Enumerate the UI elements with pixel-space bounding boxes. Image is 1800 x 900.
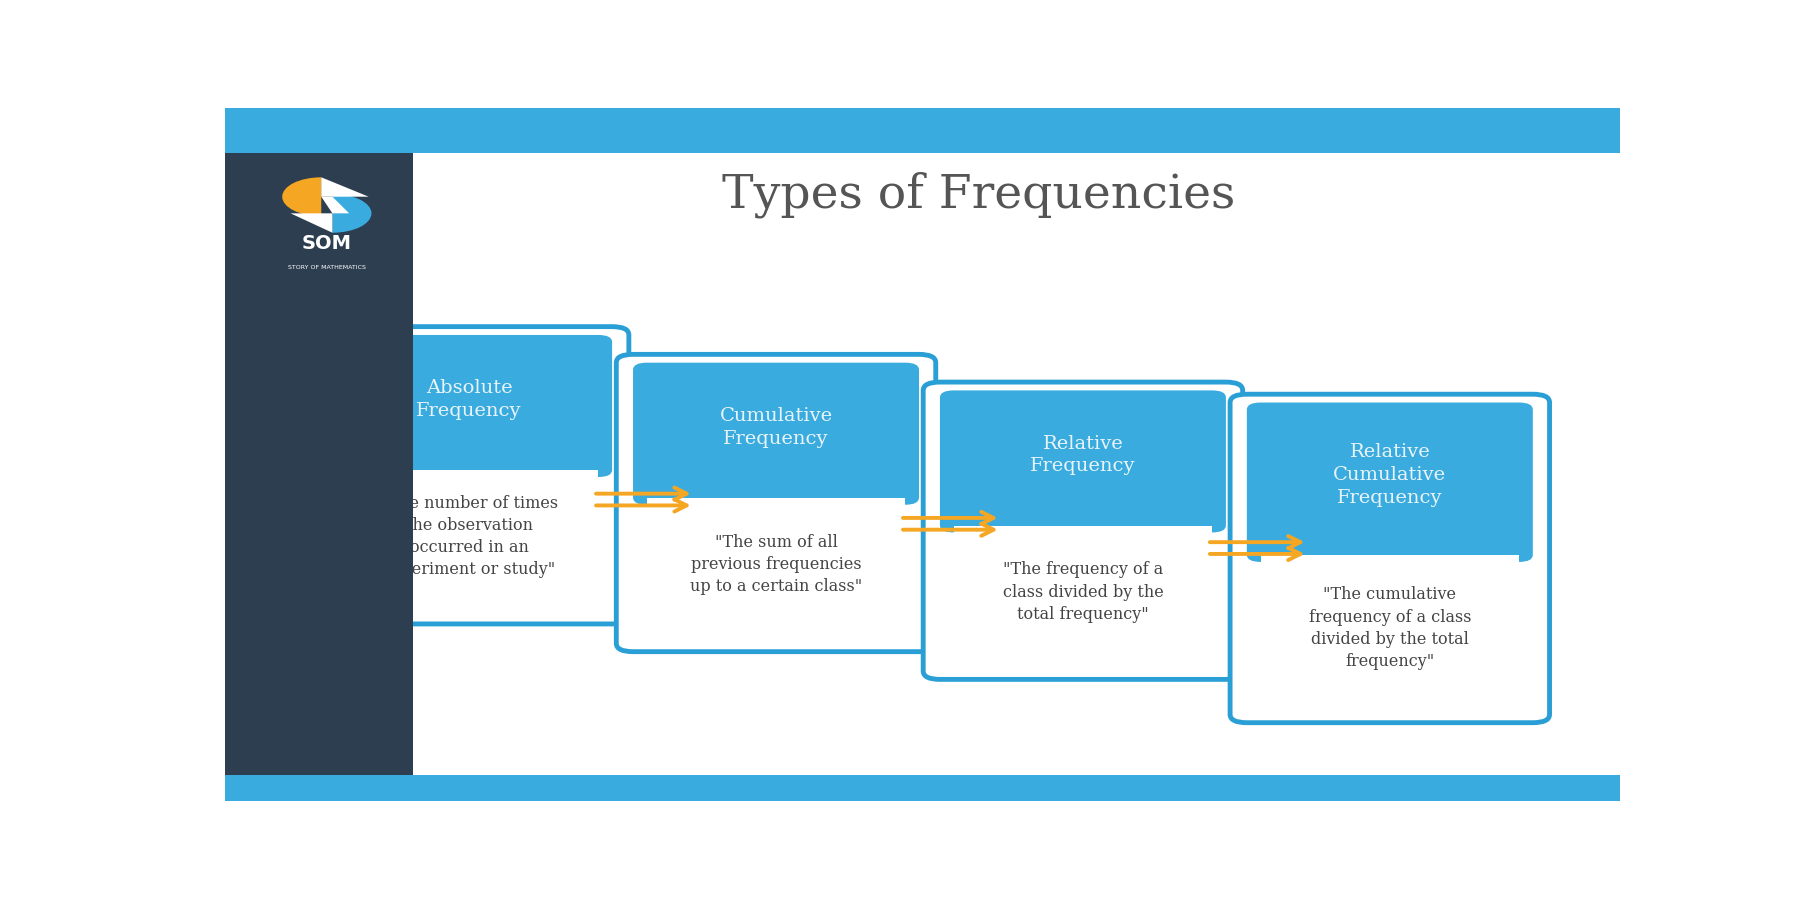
FancyBboxPatch shape xyxy=(310,327,628,624)
FancyBboxPatch shape xyxy=(634,363,920,505)
Wedge shape xyxy=(283,177,320,216)
FancyBboxPatch shape xyxy=(1229,394,1550,723)
Text: Types of Frequencies: Types of Frequencies xyxy=(722,171,1235,218)
FancyBboxPatch shape xyxy=(225,108,1620,153)
FancyBboxPatch shape xyxy=(225,775,1620,801)
FancyBboxPatch shape xyxy=(923,382,1242,680)
Polygon shape xyxy=(320,197,349,213)
Text: "The cumulative
frequency of a class
divided by the total
frequency": "The cumulative frequency of a class div… xyxy=(1309,587,1471,670)
FancyBboxPatch shape xyxy=(225,153,414,775)
FancyBboxPatch shape xyxy=(646,498,905,636)
FancyBboxPatch shape xyxy=(646,453,905,498)
FancyBboxPatch shape xyxy=(954,526,1211,664)
FancyBboxPatch shape xyxy=(616,355,936,652)
FancyBboxPatch shape xyxy=(940,391,1226,533)
Wedge shape xyxy=(333,194,371,233)
Text: Relative
Frequency: Relative Frequency xyxy=(1030,435,1136,475)
Text: STORY OF MATHEMATICS: STORY OF MATHEMATICS xyxy=(288,265,365,270)
FancyBboxPatch shape xyxy=(340,425,598,470)
Text: "The number of times
the observation
occurred in an
experiment or study": "The number of times the observation occ… xyxy=(380,495,558,579)
FancyBboxPatch shape xyxy=(340,470,598,608)
FancyBboxPatch shape xyxy=(954,481,1211,526)
Polygon shape xyxy=(320,177,369,197)
FancyBboxPatch shape xyxy=(1260,555,1519,707)
Text: "The frequency of a
class divided by the
total frequency": "The frequency of a class divided by the… xyxy=(1003,562,1163,623)
Text: Cumulative
Frequency: Cumulative Frequency xyxy=(720,407,833,447)
Text: SOM: SOM xyxy=(302,234,351,253)
Text: Absolute
Frequency: Absolute Frequency xyxy=(416,379,522,420)
Text: Relative
Cumulative
Frequency: Relative Cumulative Frequency xyxy=(1334,443,1447,507)
FancyBboxPatch shape xyxy=(1260,504,1519,555)
Polygon shape xyxy=(290,213,333,233)
FancyBboxPatch shape xyxy=(1247,402,1534,562)
Text: "The sum of all
previous frequencies
up to a certain class": "The sum of all previous frequencies up … xyxy=(689,534,862,595)
FancyBboxPatch shape xyxy=(326,335,612,477)
